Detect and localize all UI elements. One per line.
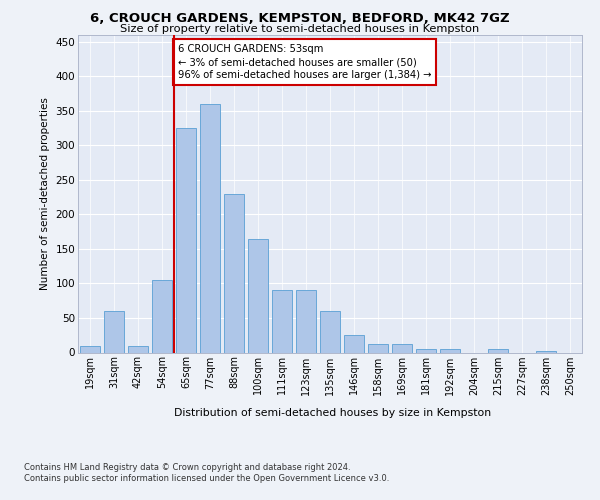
Bar xyxy=(272,290,292,352)
Bar xyxy=(176,128,196,352)
Bar xyxy=(152,280,172,352)
Bar xyxy=(224,194,244,352)
Text: Contains public sector information licensed under the Open Government Licence v3: Contains public sector information licen… xyxy=(24,474,389,483)
Bar xyxy=(320,311,340,352)
Bar xyxy=(392,344,412,352)
Bar xyxy=(200,104,220,352)
Bar xyxy=(128,346,148,352)
Bar xyxy=(368,344,388,352)
Text: 6 CROUCH GARDENS: 53sqm
← 3% of semi-detached houses are smaller (50)
96% of sem: 6 CROUCH GARDENS: 53sqm ← 3% of semi-det… xyxy=(178,44,431,80)
Bar xyxy=(488,349,508,352)
Bar xyxy=(80,346,100,352)
Bar xyxy=(416,349,436,352)
Y-axis label: Number of semi-detached properties: Number of semi-detached properties xyxy=(40,98,50,290)
Text: Contains HM Land Registry data © Crown copyright and database right 2024.: Contains HM Land Registry data © Crown c… xyxy=(24,462,350,471)
Bar xyxy=(248,238,268,352)
Bar xyxy=(344,335,364,352)
Text: Distribution of semi-detached houses by size in Kempston: Distribution of semi-detached houses by … xyxy=(175,408,491,418)
Bar xyxy=(440,349,460,352)
Bar xyxy=(536,351,556,352)
Text: Size of property relative to semi-detached houses in Kempston: Size of property relative to semi-detach… xyxy=(121,24,479,34)
Text: 6, CROUCH GARDENS, KEMPSTON, BEDFORD, MK42 7GZ: 6, CROUCH GARDENS, KEMPSTON, BEDFORD, MK… xyxy=(90,12,510,26)
Bar xyxy=(296,290,316,352)
Bar xyxy=(104,311,124,352)
